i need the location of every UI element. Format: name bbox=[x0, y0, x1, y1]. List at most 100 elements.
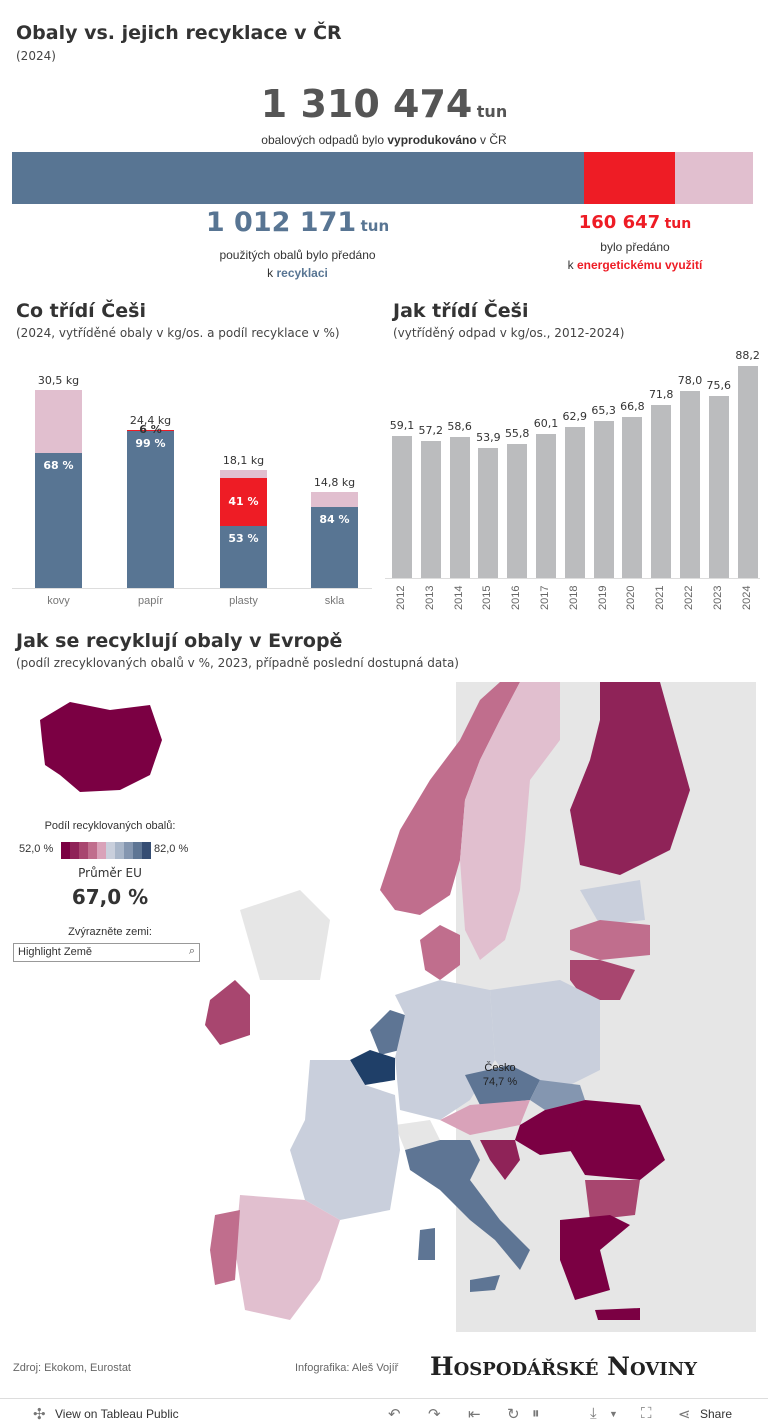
map-country-croatia[interactable] bbox=[480, 1140, 520, 1180]
map-country-iceland[interactable] bbox=[40, 702, 162, 792]
legend-swatch-2 bbox=[79, 842, 88, 860]
download-icon[interactable]: ⤓ bbox=[590, 1405, 597, 1422]
legend-swatch-8 bbox=[133, 842, 142, 860]
map-country-switzerland[interactable] bbox=[395, 1120, 440, 1150]
map-country-poland[interactable] bbox=[490, 980, 600, 1090]
share-icon[interactable]: ⋖ bbox=[678, 1406, 691, 1423]
map-country-austria[interactable] bbox=[440, 1100, 530, 1135]
trend-bar-2014[interactable] bbox=[449, 437, 470, 578]
trend-year-label-2023: 2023 bbox=[711, 585, 724, 610]
highlight-country-input[interactable]: Highlight Země ⌕ bbox=[13, 943, 200, 962]
trend-bar-2015[interactable] bbox=[478, 448, 499, 578]
trend-bar-2020[interactable] bbox=[622, 417, 643, 578]
recycled-caption-line1: použitých obalů bylo předáno bbox=[219, 248, 376, 262]
trend-bar-2013[interactable] bbox=[420, 440, 441, 578]
map-country-crete[interactable] bbox=[595, 1308, 640, 1320]
chevron-down-icon[interactable]: ▼ bbox=[609, 1409, 618, 1419]
page-title: Obaly vs. jejich recyklace v ČR bbox=[16, 22, 342, 44]
map-country-portugal[interactable] bbox=[210, 1210, 240, 1285]
map-country-sweden[interactable] bbox=[460, 682, 560, 960]
map-country-denmark[interactable] bbox=[420, 925, 460, 980]
trend-bar-2019[interactable] bbox=[593, 421, 614, 578]
trend-bar-2021[interactable] bbox=[651, 405, 672, 578]
sort-bar-energy-label-2: 41 % bbox=[228, 494, 259, 508]
trend-bar-2012[interactable] bbox=[392, 435, 412, 578]
sort-bar-recycled-2[interactable] bbox=[220, 525, 267, 588]
legend-swatch-4 bbox=[97, 842, 106, 860]
pause-icon[interactable]: ⏸ bbox=[532, 1405, 540, 1422]
trend-bar-2024[interactable] bbox=[737, 366, 758, 578]
refresh-icon[interactable]: ↻ bbox=[507, 1406, 520, 1423]
bar-segment-rest[interactable] bbox=[675, 152, 753, 204]
trend-chart-subtitle: (vytříděný odpad v kg/os., 2012-2024) bbox=[393, 326, 625, 340]
logo-hospodarske-noviny: Hospodářské Noviny bbox=[430, 1352, 698, 1381]
sort-bar-energy-label-1: 6 % bbox=[139, 423, 162, 437]
map-country-sardinia[interactable] bbox=[418, 1228, 435, 1260]
map-country-latvia[interactable] bbox=[570, 920, 650, 960]
europe-map[interactable] bbox=[0, 680, 768, 1340]
undo-icon[interactable]: ↶ bbox=[388, 1406, 401, 1423]
trend-bar-2023[interactable] bbox=[708, 396, 729, 578]
legend-swatch-3 bbox=[88, 842, 97, 860]
trend-bar-2017[interactable] bbox=[536, 433, 556, 578]
trend-chart-baseline bbox=[385, 578, 760, 579]
trend-value-label-2017: 60,1 bbox=[533, 416, 559, 430]
map-country-france[interactable] bbox=[290, 1060, 400, 1220]
trend-bar-2018[interactable] bbox=[564, 426, 585, 578]
map-country-cyprus[interactable] bbox=[705, 1312, 722, 1322]
legend-swatch-0 bbox=[61, 842, 70, 860]
recycled-unit: tun bbox=[360, 217, 390, 235]
sort-bar-energy-1[interactable] bbox=[127, 429, 174, 432]
map-country-slovakia[interactable] bbox=[530, 1080, 585, 1110]
trend-year-label-2016: 2016 bbox=[510, 585, 523, 610]
revert-icon[interactable]: ⇤ bbox=[468, 1406, 481, 1423]
tableau-logo-icon: ✣ bbox=[33, 1406, 46, 1423]
trend-bar-2022[interactable] bbox=[680, 390, 700, 578]
map-country-norway[interactable] bbox=[380, 682, 520, 915]
share-button[interactable]: Share bbox=[700, 1407, 733, 1421]
map-country-romania[interactable] bbox=[570, 1100, 665, 1180]
map-country-ireland[interactable] bbox=[205, 980, 250, 1045]
eu-average-label: Průměr EU bbox=[78, 866, 142, 880]
map-country-hungary[interactable] bbox=[515, 1100, 585, 1155]
energy-caption-pre: k bbox=[567, 258, 577, 272]
map-country-netherlands[interactable] bbox=[370, 1010, 405, 1055]
map-country-bulgaria[interactable] bbox=[585, 1180, 640, 1220]
trend-value-label-2021: 71,8 bbox=[648, 388, 674, 402]
trend-value-label-2012: 59,1 bbox=[389, 418, 415, 432]
map-land-uk[interactable] bbox=[240, 890, 330, 980]
redo-icon[interactable]: ↷ bbox=[428, 1406, 441, 1423]
map-legend-scale bbox=[61, 842, 151, 860]
sort-category-label-3: skla bbox=[324, 595, 345, 607]
sort-category-label-0: kovy bbox=[47, 595, 70, 607]
sort-bar-total-label-3: 14,8 kg bbox=[313, 475, 356, 489]
legend-swatch-5 bbox=[106, 842, 115, 860]
bar-segment-energy[interactable] bbox=[584, 152, 676, 204]
sort-category-label-1: papír bbox=[137, 595, 164, 607]
sort-bar-recycled-0[interactable] bbox=[35, 453, 82, 588]
sort-bar-recycled-label-3: 84 % bbox=[319, 513, 350, 527]
map-country-finland[interactable] bbox=[570, 682, 690, 875]
map-country-lithuania[interactable] bbox=[570, 960, 635, 1000]
sort-chart-title: Co třídí Češi bbox=[16, 300, 146, 322]
cz-map-label: Česko 74,7 % bbox=[467, 1061, 533, 1089]
trend-year-label-2017: 2017 bbox=[539, 585, 551, 610]
trend-bar-2016[interactable] bbox=[507, 443, 528, 578]
energy-caption-line1: bylo předáno bbox=[600, 240, 670, 254]
sort-bar-recycled-1[interactable] bbox=[127, 431, 174, 588]
fullscreen-icon[interactable]: ⛶ bbox=[641, 1405, 652, 1422]
map-country-sicily[interactable] bbox=[470, 1275, 500, 1292]
map-country-spain[interactable] bbox=[235, 1195, 340, 1320]
view-on-tableau-link[interactable]: View on Tableau Public bbox=[55, 1407, 179, 1421]
recycled-value: 1 012 171 bbox=[205, 207, 357, 238]
bar-segment-recycled[interactable] bbox=[12, 152, 585, 204]
map-country-belgium[interactable] bbox=[350, 1050, 395, 1085]
sort-bar-energy-2[interactable] bbox=[220, 477, 267, 526]
map-country-czechia[interactable] bbox=[465, 1065, 540, 1105]
trend-year-label-2012: 2012 bbox=[395, 585, 407, 610]
sort-bar-total-label-2: 18,1 kg bbox=[222, 454, 265, 468]
map-country-italy[interactable] bbox=[405, 1140, 530, 1270]
sort-bar-recycled-3[interactable] bbox=[311, 507, 358, 588]
map-country-estonia[interactable] bbox=[580, 880, 645, 925]
map-country-greece[interactable] bbox=[560, 1215, 630, 1300]
